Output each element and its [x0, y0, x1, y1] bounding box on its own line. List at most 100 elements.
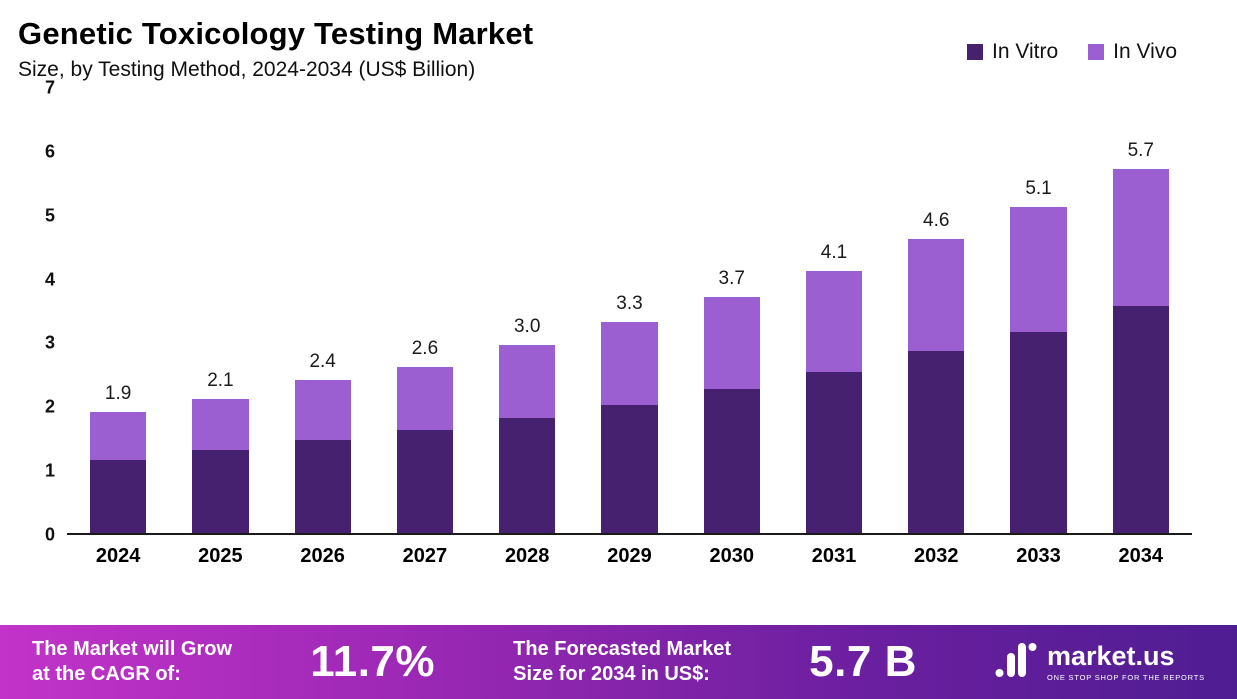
legend-item-in-vitro: In Vitro: [967, 40, 1058, 64]
brand-logo: market.us ONE STOP SHOP FOR THE REPORTS: [995, 640, 1205, 685]
bar-stack: [90, 411, 147, 533]
legend-label: In Vivo: [1113, 40, 1177, 63]
x-tick-label: 2031: [811, 545, 857, 567]
title-block: Genetic Toxicology Testing Market Size, …: [18, 16, 533, 82]
bar-segment-in-vitro: [805, 372, 863, 533]
bar-segment-in-vitro: [294, 440, 351, 533]
cagr-value: 11.7%: [310, 637, 436, 686]
bar-segment-in-vivo: [908, 239, 965, 352]
x-tick-label: 2029: [607, 545, 652, 567]
in-vitro-swatch-icon: [967, 44, 984, 60]
bar-group-2026: 2.4: [272, 88, 374, 533]
bar-total-label: 1.9: [104, 382, 132, 404]
legend: In Vitro In Vivo: [967, 40, 1177, 64]
forecast-value: 5.7 B: [809, 637, 917, 686]
brand-name: market.us: [1046, 640, 1175, 671]
bar-segment-in-vivo: [1010, 207, 1067, 332]
bar-segment-in-vitro: [1112, 306, 1169, 533]
page-subtitle: Size, by Testing Method, 2024-2034 (US$ …: [18, 58, 476, 81]
bar-stack: [908, 239, 965, 533]
forecast-label: The Forecasted Market Size for 2034 in U…: [513, 638, 732, 685]
bar-segment-in-vitro: [601, 405, 658, 533]
bar-segment-in-vivo: [90, 411, 147, 460]
y-axis: 0 1 2 3 4 5 6 7: [22, 78, 67, 545]
x-tick-label: 2025: [198, 545, 243, 567]
bar-stack: [805, 271, 863, 533]
x-tick-label: 2027: [402, 545, 448, 567]
y-tick-label: 1: [44, 460, 55, 481]
bar-segment-in-vitro: [499, 418, 556, 533]
bar-group-2029: 3.3: [578, 88, 680, 533]
bar-total-label: 4.6: [923, 210, 950, 232]
y-tick-label: 6: [44, 141, 55, 162]
market-us-logo-icon: [995, 640, 1037, 685]
bar-stack: [601, 322, 658, 533]
bar-group-2030: 3.7: [681, 88, 783, 533]
bar-total-label: 3.3: [616, 293, 643, 315]
y-tick-label: 4: [44, 269, 55, 290]
bar-segment-in-vivo: [294, 379, 351, 441]
bar-total-label: 3.0: [513, 315, 541, 337]
bar-segment-in-vivo: [192, 398, 249, 450]
bar-segment-in-vivo: [1112, 169, 1169, 307]
bar-segment-in-vitro: [90, 459, 147, 533]
bar-stack: [192, 398, 249, 533]
page-title: Genetic Toxicology Testing Market: [18, 16, 534, 51]
brand-text: market.us ONE STOP SHOP FOR THE REPORTS: [1046, 640, 1205, 682]
stacked-bar-chart: 0 1 2 3 4 5 6 7 1.9 2.1 2.4 2.6 3.0 3.3 3.7 4.1 4.6 5.1 5…: [0, 78, 1237, 625]
bar-stack: [703, 296, 760, 533]
plot-wrap: 0 1 2 3 4 5 6 7 1.9 2.1 2.4 2.6 3.0 3.3 3.7 4.1 4.6 5.1 5…: [22, 78, 1192, 545]
x-tick-label: 2028: [504, 545, 550, 567]
y-tick-label: 5: [44, 205, 55, 226]
bar-segment-in-vivo: [805, 271, 863, 373]
x-tick-label: 2030: [709, 545, 754, 567]
bar-segment-in-vitro: [908, 351, 965, 533]
bar-total-label: 2.1: [207, 369, 234, 391]
legend-label: In Vitro: [992, 40, 1059, 63]
bar-stack: [499, 344, 556, 533]
bar-segment-in-vitro: [192, 450, 249, 533]
x-tick-label: 2026: [300, 545, 345, 567]
bar-segment-in-vivo: [499, 344, 556, 419]
bar-group-2034: 5.7: [1090, 88, 1192, 533]
chart-header: Genetic Toxicology Testing Market Size, …: [0, 0, 1237, 82]
x-tick-label: 2024: [95, 545, 141, 567]
bar-group-2032: 4.6: [885, 88, 987, 533]
in-vivo-swatch-icon: [1088, 44, 1105, 60]
footer-banner: The Market will Grow at the CAGR of: 11.…: [0, 625, 1237, 699]
bar-stack: [294, 379, 351, 533]
bar-group-2025: 2.1: [169, 88, 271, 533]
legend-item-in-vivo: In Vivo: [1088, 40, 1177, 64]
bar-segment-in-vivo: [396, 366, 454, 430]
bar-group-2033: 5.1: [987, 88, 1089, 533]
bar-segment-in-vitro: [1010, 331, 1067, 533]
bar-total-label: 5.1: [1025, 178, 1052, 200]
plot-area: 1.9 2.1 2.4 2.6 3.0 3.3 3.7 4.1 4.6 5.1 5.7: [67, 88, 1192, 535]
bar-total-label: 5.7: [1127, 140, 1154, 162]
y-tick-label: 2: [44, 396, 55, 417]
bar-total-label: 4.1: [820, 242, 848, 264]
bar-stack: [1010, 207, 1067, 533]
bar-group-2024: 1.9: [67, 88, 169, 533]
bar-total-label: 2.6: [411, 337, 439, 359]
brand-tagline: ONE STOP SHOP FOR THE REPORTS: [1046, 672, 1205, 682]
x-tick-label: 2032: [914, 545, 959, 567]
bar-stack: [1112, 169, 1169, 533]
bar-group-2027: 2.6: [374, 88, 476, 533]
bar-segment-in-vitro: [396, 429, 454, 533]
bar-segment-in-vivo: [703, 296, 760, 390]
x-tick-label: 2033: [1016, 545, 1061, 567]
bar-total-label: 3.7: [718, 267, 745, 289]
y-tick-label: 0: [44, 524, 55, 545]
y-tick-label: 3: [44, 332, 55, 353]
x-tick-label: 2034: [1118, 545, 1164, 567]
bar-total-label: 2.4: [309, 350, 336, 372]
bar-group-2028: 3.0: [476, 88, 578, 533]
y-tick-label: 7: [44, 77, 55, 98]
bar-segment-in-vivo: [601, 322, 658, 406]
cagr-label: The Market will Grow at the CAGR of:: [32, 638, 233, 685]
bar-group-2031: 4.1: [783, 88, 885, 533]
x-axis: 2024 2025 2026 2027 2028 2029 2030 2031 2032 2033…: [67, 545, 1192, 568]
bar-segment-in-vitro: [703, 389, 760, 533]
